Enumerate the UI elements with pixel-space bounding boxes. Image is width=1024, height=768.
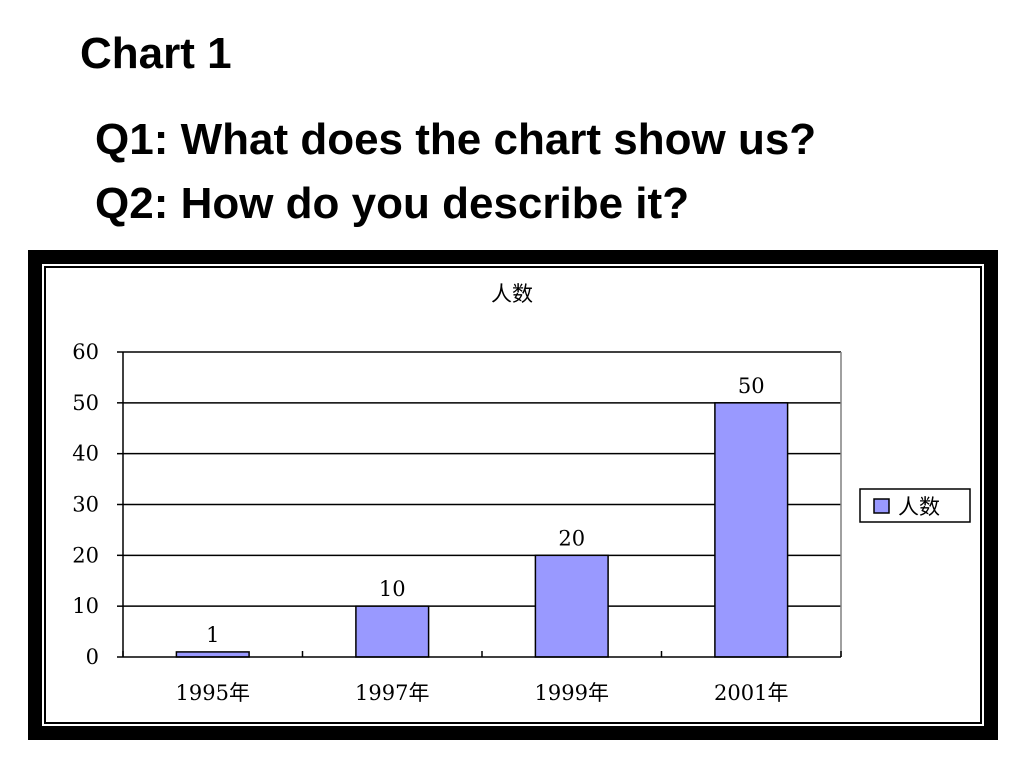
chart-area-border [44,266,982,724]
chart-frame: 人数 0 10 20 30 40 50 60 1 1995年 10 1997年 20 1999年 50 20… [28,250,998,740]
question-2: Q2: How do you describe it? [95,179,690,228]
chart-title: 人数 [491,282,533,306]
bar-2001年 [714,402,789,658]
x-tick-label: 2001年 [714,681,788,705]
data-label: 50 [738,374,765,398]
y-tick-label: 10 [72,594,99,618]
y-tick-label: 20 [72,543,99,567]
plot-area: 0 10 20 30 40 50 60 1 1995年 10 1997年 20 1999年 50 2001年 [72,340,842,705]
x-tick-label: 1999年 [535,681,609,705]
data-label: 20 [558,526,585,550]
data-label: 1 [206,623,219,647]
y-tick-label: 30 [72,493,99,517]
bar-1997年 [355,605,430,658]
y-tick-label: 40 [72,442,99,466]
x-tick-label: 1995年 [176,681,250,705]
y-tick-label: 60 [72,340,99,364]
legend: 人数 [859,488,971,523]
legend-swatch [873,498,890,514]
bar-chart: 人数 0 10 20 30 40 50 60 1 1995年 10 1997年 20 1999年 50 20… [42,264,984,726]
y-tick-label: 50 [72,391,99,415]
bar-1999年 [534,554,609,658]
data-label: 10 [379,577,406,601]
slide-title: Chart 1 [80,29,232,78]
y-tick-label: 0 [86,645,99,669]
question-1: Q1: What does the chart show us? [95,115,817,164]
x-tick-label: 1997年 [355,681,429,705]
legend-label: 人数 [898,495,940,519]
bar-1995年 [175,651,250,658]
